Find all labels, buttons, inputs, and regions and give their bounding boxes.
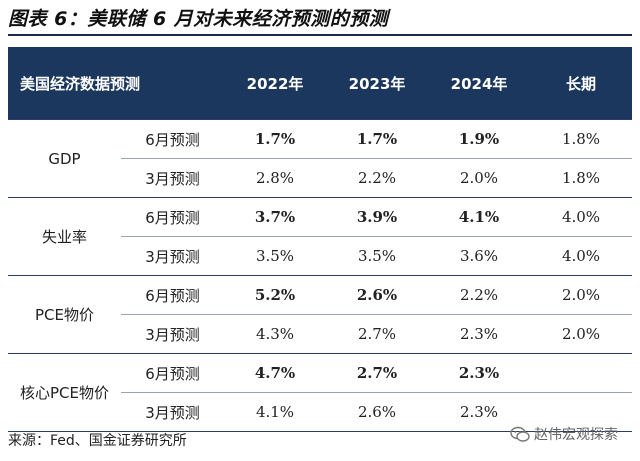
value-cell-long-run: 1.8% [530, 119, 633, 159]
forecast-vintage-label: 3月预测 [121, 314, 225, 354]
table-row: 3月预测 2.8% 2.2% 2.0% 1.8% [8, 158, 633, 198]
value-cell-long-run [530, 392, 633, 432]
indicator-pce: PCE物价 [8, 275, 121, 354]
value-cell-2023: 3.9% [326, 197, 429, 237]
header-2024: 2024年 [428, 47, 531, 120]
header-indicator: 美国经济数据预测 [8, 47, 225, 120]
value-cell-long-run: 4.0% [530, 197, 633, 237]
table-row: 3月预测 4.1% 2.6% 2.3% [8, 392, 633, 432]
value-cell-2022: 5.2% [224, 275, 327, 315]
value-cell-long-run: 2.0% [530, 314, 633, 354]
value-cell-2023: 2.6% [326, 275, 429, 315]
table-row: 3月预测 3.5% 3.5% 3.6% 4.0% [8, 236, 633, 276]
header-2022: 2022年 [224, 47, 327, 120]
table-row: PCE物价 6月预测 5.2% 2.6% 2.2% 2.0% [8, 275, 633, 354]
value-cell-long-run: 4.0% [530, 236, 633, 276]
indicator-unemployment: 失业率 [8, 197, 121, 276]
figure-title: 图表 6：美联储 6 月对未来经济预测的预测 [8, 8, 389, 30]
table-row: 失业率 6月预测 3.7% 3.9% 4.1% 4.0% [8, 197, 633, 276]
forecast-vintage-label: 6月预测 [121, 119, 225, 159]
table-row: 核心PCE物价 6月预测 4.7% 2.7% 2.3% [8, 353, 633, 432]
value-cell-2022: 4.7% [224, 353, 327, 393]
forecast-vintage-label: 6月预测 [121, 197, 225, 237]
watermark-text: 赵伟宏观探索 [534, 427, 618, 443]
value-cell-2024: 1.9% [428, 119, 531, 159]
forecast-vintage-label: 6月预测 [121, 353, 225, 393]
value-cell-2022: 3.7% [224, 197, 327, 237]
value-cell-long-run: 1.8% [530, 158, 633, 198]
value-cell-2023: 3.5% [326, 236, 429, 276]
value-cell-2023: 2.2% [326, 158, 429, 198]
indicator-core-pce: 核心PCE物价 [8, 353, 121, 432]
value-cell-2023: 2.7% [326, 314, 429, 354]
value-cell-2024: 4.1% [428, 197, 531, 237]
forecast-vintage-label: 3月预测 [121, 392, 225, 432]
value-cell-2023: 2.6% [326, 392, 429, 432]
value-cell-2023: 1.7% [326, 119, 429, 159]
table-row: 3月预测 4.3% 2.7% 2.3% 2.0% [8, 314, 633, 354]
value-cell-2024: 3.6% [428, 236, 531, 276]
value-cell-2022: 2.8% [224, 158, 327, 198]
value-cell-2022: 1.7% [224, 119, 327, 159]
source-note: 来源：Fed、国金证券研究所 [8, 433, 187, 449]
indicator-gdp: GDP [8, 119, 121, 198]
value-cell-long-run [530, 353, 633, 393]
value-cell-2024: 2.3% [428, 392, 531, 432]
wechat-icon [510, 426, 530, 443]
value-cell-2022: 3.5% [224, 236, 327, 276]
value-cell-2023: 2.7% [326, 353, 429, 393]
value-cell-2022: 4.1% [224, 392, 327, 432]
value-cell-2024: 2.3% [428, 353, 531, 393]
forecast-vintage-label: 3月预测 [121, 158, 225, 198]
header-2023: 2023年 [326, 47, 429, 120]
header-row: 美国经济数据预测 2022年 2023年 2024年 长期 [8, 47, 633, 120]
title-divider [8, 34, 632, 36]
value-cell-2024: 2.3% [428, 314, 531, 354]
forecast-vintage-label: 6月预测 [121, 275, 225, 315]
value-cell-2024: 2.2% [428, 275, 531, 315]
table-row: GDP 6月预测 1.7% 1.7% 1.9% 1.8% [8, 119, 633, 198]
forecast-table: 美国经济数据预测 2022年 2023年 2024年 长期 GDP 6月预测 1.7… [8, 47, 633, 432]
header-long-run: 长期 [530, 47, 633, 120]
value-cell-2022: 4.3% [224, 314, 327, 354]
value-cell-long-run: 2.0% [530, 275, 633, 315]
forecast-vintage-label: 3月预测 [121, 236, 225, 276]
value-cell-2024: 2.0% [428, 158, 531, 198]
watermark: 赵伟宏观探索 [510, 424, 618, 444]
table-body: GDP 6月预测 1.7% 1.7% 1.9% 1.8% 3月预测 2.8% 2.2% 2.0% 1… [8, 119, 633, 432]
